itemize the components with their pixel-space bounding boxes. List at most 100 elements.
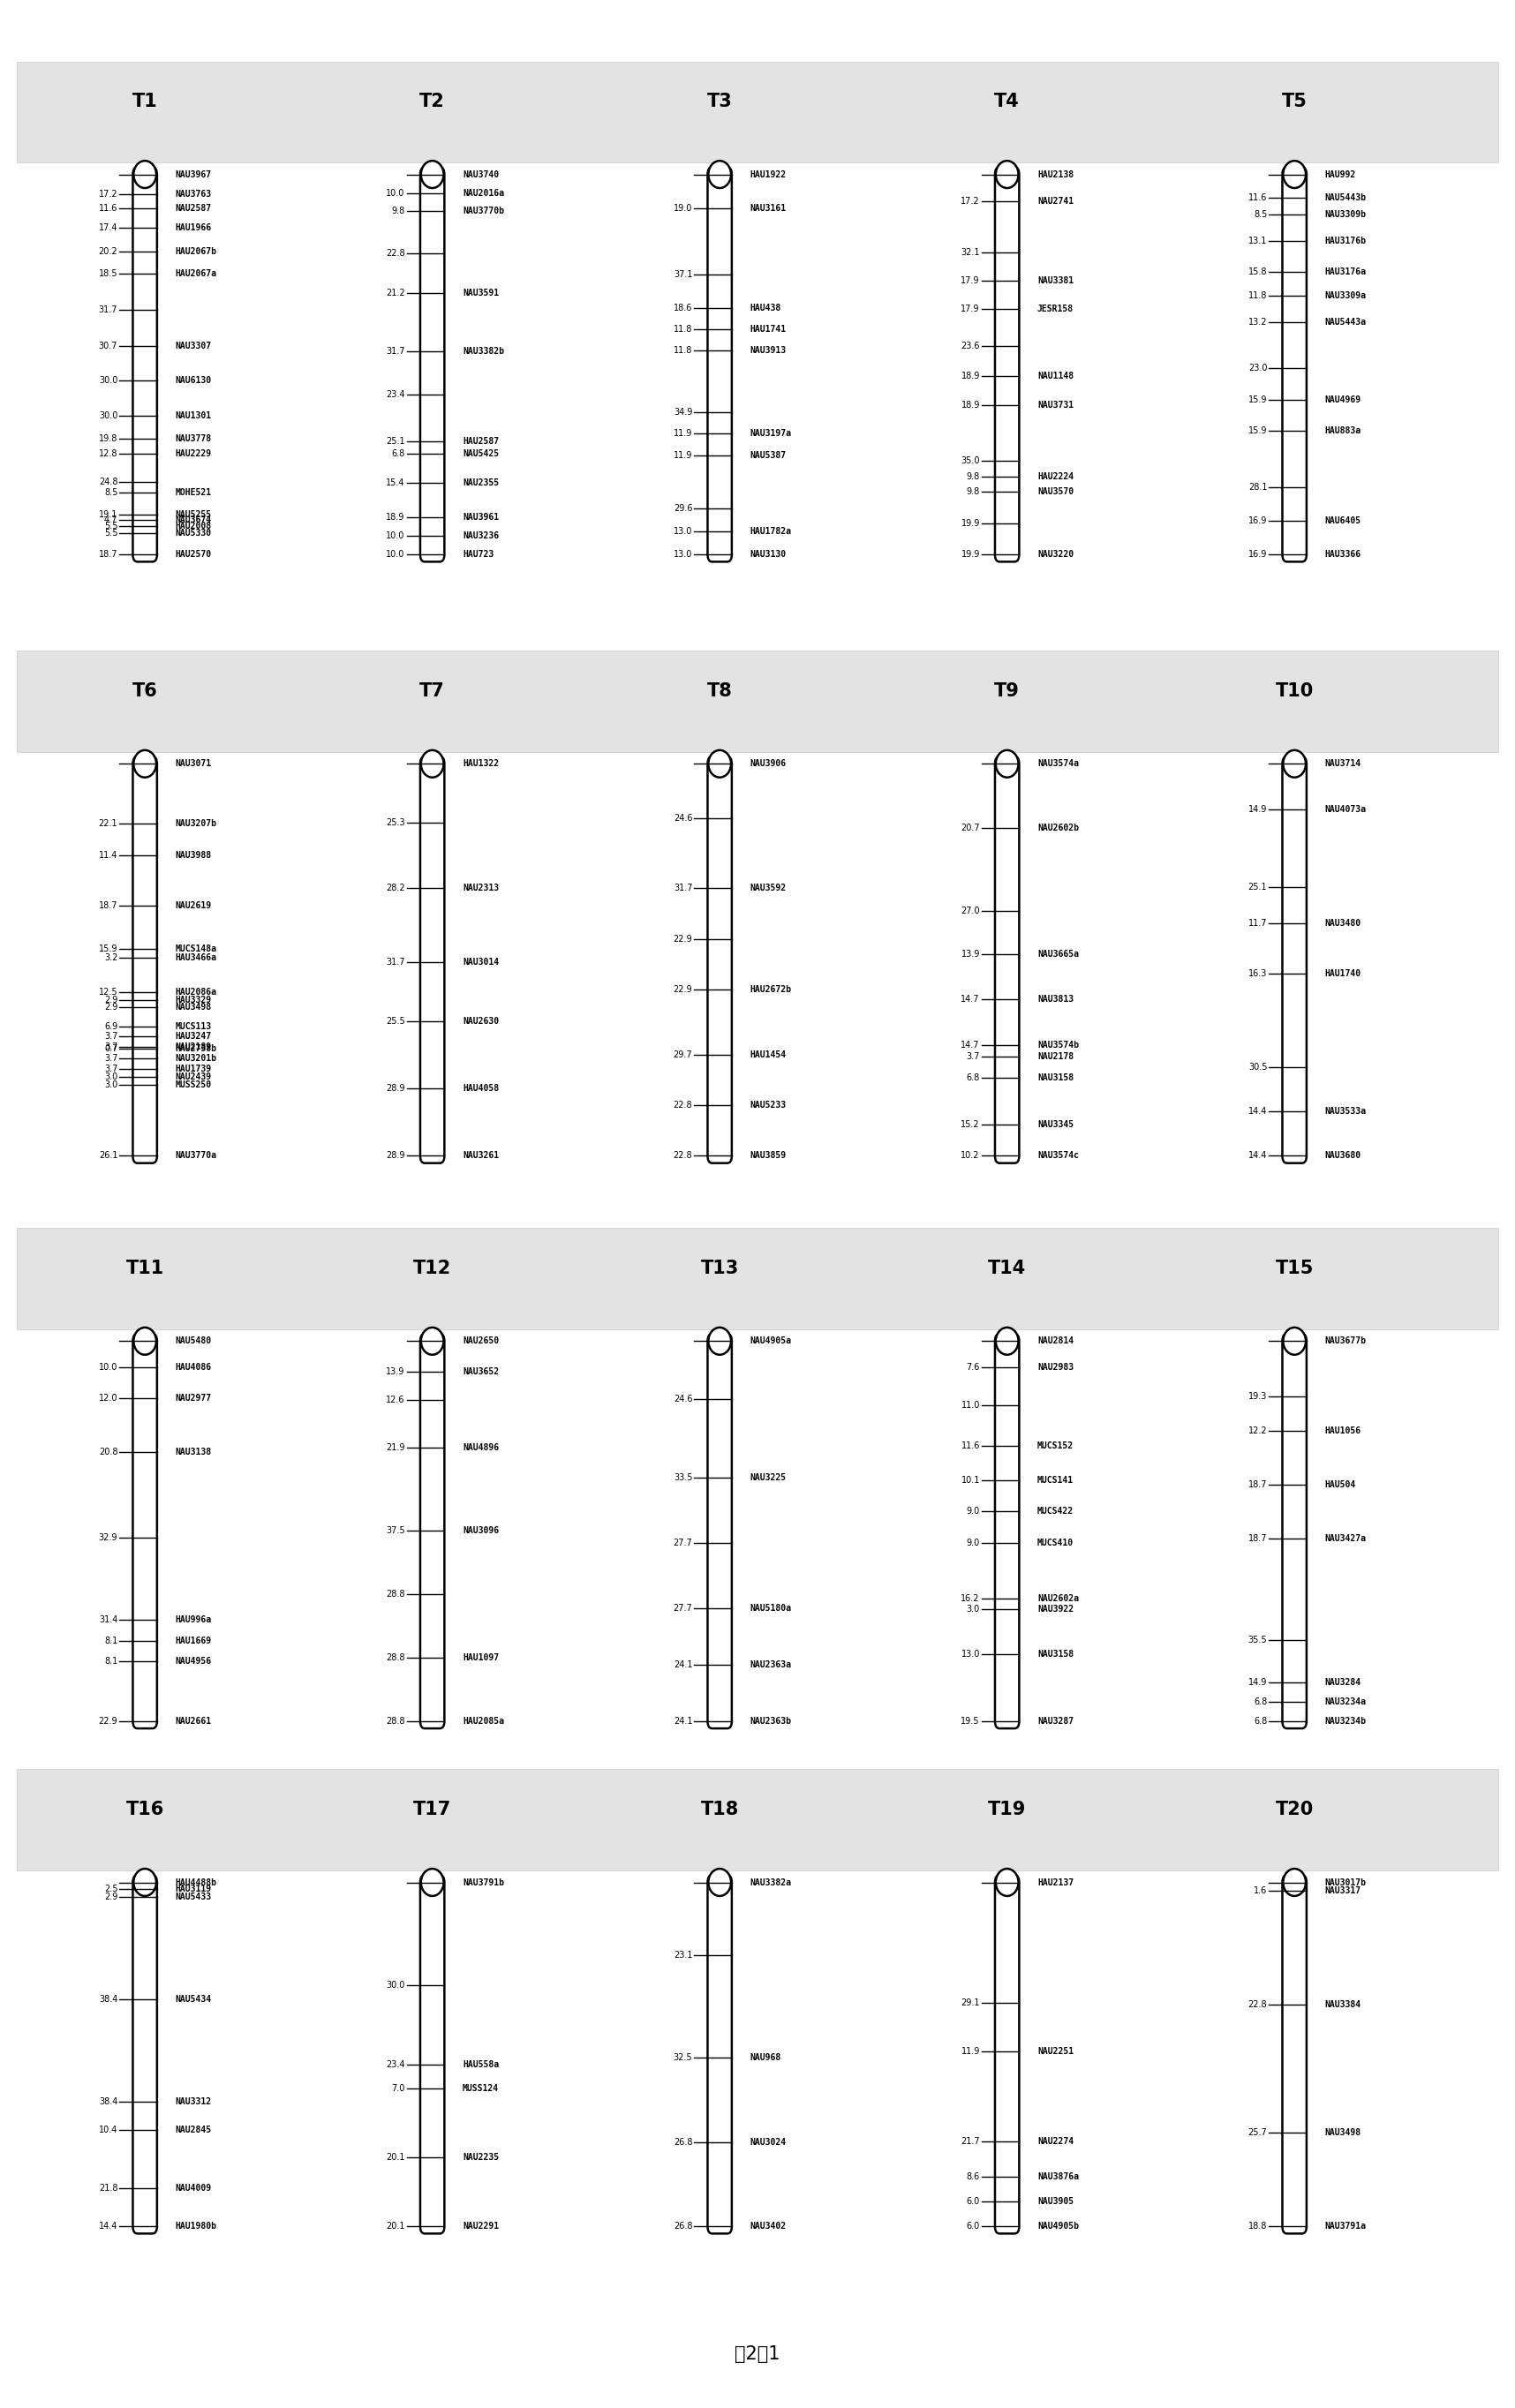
Text: NAU2845: NAU2845 [176,2126,212,2133]
Text: 17.9: 17.9 [961,277,980,284]
Text: 35.5: 35.5 [1248,1635,1267,1645]
Text: 22.9: 22.9 [673,985,692,995]
Text: 0.7: 0.7 [105,1045,118,1052]
Text: HAU2067b: HAU2067b [176,248,217,255]
Text: 11.9: 11.9 [674,429,692,438]
Text: 32.9: 32.9 [98,1534,118,1544]
Text: 13.0: 13.0 [674,527,692,535]
Text: 20.8: 20.8 [98,1447,118,1457]
Text: 11.6: 11.6 [1248,193,1267,202]
FancyBboxPatch shape [133,1876,158,2235]
Text: 3.0: 3.0 [967,1604,980,1613]
Text: 7.6: 7.6 [967,1363,980,1373]
Text: 18.7: 18.7 [1248,1534,1267,1544]
Text: NAU5443b: NAU5443b [1324,193,1367,202]
Text: NAU3906: NAU3906 [750,759,786,768]
Text: NAU5425: NAU5425 [462,450,498,458]
Ellipse shape [1283,1327,1306,1356]
Text: NAU3498: NAU3498 [1324,2129,1360,2136]
Text: MUCS148a: MUCS148a [176,944,217,954]
Text: 3.2: 3.2 [105,954,118,963]
Text: 12.0: 12.0 [98,1394,118,1404]
Text: HAU2138: HAU2138 [1038,171,1074,178]
Text: 11.8: 11.8 [674,325,692,332]
Text: NAU3381: NAU3381 [1038,277,1074,284]
Ellipse shape [421,751,444,778]
FancyBboxPatch shape [420,756,444,1163]
Text: 13.0: 13.0 [674,549,692,559]
Text: 5.5: 5.5 [105,523,118,530]
Text: NAU3096: NAU3096 [462,1527,498,1534]
Text: NAU1301: NAU1301 [176,412,212,419]
Text: 35.0: 35.0 [961,458,980,465]
Ellipse shape [709,1869,732,1895]
Text: 14.9: 14.9 [1248,1678,1267,1686]
Text: NAU2235: NAU2235 [462,2153,498,2162]
Text: 23.1: 23.1 [674,1950,692,1960]
Text: NAU3533a: NAU3533a [1324,1108,1367,1115]
FancyBboxPatch shape [420,166,444,561]
Text: 21.7: 21.7 [961,2136,980,2146]
Text: 23.6: 23.6 [961,342,980,349]
Text: 24.1: 24.1 [674,1717,692,1727]
Text: NAU3913: NAU3913 [750,347,786,354]
Text: NAU3680: NAU3680 [1324,1151,1360,1161]
Text: 6.8: 6.8 [391,450,405,458]
Text: NAU3309b: NAU3309b [1324,209,1367,219]
Text: 15.8: 15.8 [1248,267,1267,277]
Text: NAU3236: NAU3236 [462,532,498,539]
Text: NAU5387: NAU5387 [750,450,786,460]
Text: 24.1: 24.1 [674,1659,692,1669]
FancyBboxPatch shape [420,1334,444,1729]
Text: MUCS113: MUCS113 [176,1021,212,1031]
Text: 32.1: 32.1 [961,248,980,258]
Text: NAU4905a: NAU4905a [750,1336,791,1346]
Text: NAU3778: NAU3778 [176,433,212,443]
Text: T3: T3 [708,94,732,111]
FancyBboxPatch shape [17,60,1498,161]
Text: NAU3740: NAU3740 [462,171,498,178]
Text: T14: T14 [988,1259,1026,1276]
FancyBboxPatch shape [1282,166,1306,561]
Text: NAU3307: NAU3307 [176,342,212,349]
Text: 30.5: 30.5 [1248,1062,1267,1072]
Text: 30.0: 30.0 [386,1979,405,1989]
Text: 3.7: 3.7 [967,1052,980,1062]
Text: 28.8: 28.8 [386,1654,405,1662]
Text: HAU438: HAU438 [750,303,782,313]
Text: 18.7: 18.7 [98,549,118,559]
Text: T20: T20 [1276,1801,1314,1818]
Text: 9.8: 9.8 [967,472,980,482]
Text: NAU2602a: NAU2602a [1038,1594,1079,1604]
Text: 3.7: 3.7 [105,1064,118,1074]
Text: NAU6405: NAU6405 [1324,515,1360,525]
Text: 3.0: 3.0 [105,1072,118,1081]
Text: HAU4086: HAU4086 [176,1363,212,1373]
Text: 9.8: 9.8 [391,207,405,217]
FancyBboxPatch shape [708,166,732,561]
Text: 27.7: 27.7 [673,1604,692,1613]
Text: T7: T7 [420,681,445,701]
Text: 2.5: 2.5 [105,1885,118,1893]
Text: 11.6: 11.6 [98,205,118,212]
Text: 31.7: 31.7 [98,306,118,315]
Text: 27.0: 27.0 [961,908,980,915]
Text: NAU2619: NAU2619 [176,901,212,910]
Text: 19.8: 19.8 [98,433,118,443]
Text: 20.2: 20.2 [98,248,118,255]
Text: 24.6: 24.6 [674,1394,692,1404]
Text: 15.2: 15.2 [961,1120,980,1129]
Text: T19: T19 [988,1801,1026,1818]
Text: HAU3329: HAU3329 [176,995,212,1004]
Text: 20.7: 20.7 [961,824,980,833]
Text: NAU3591: NAU3591 [462,289,498,296]
Text: 28.2: 28.2 [386,884,405,893]
Text: NAU3220: NAU3220 [1038,549,1074,559]
Text: NAU2178: NAU2178 [1038,1052,1074,1062]
Text: 13.0: 13.0 [961,1649,980,1659]
Text: HAU3247: HAU3247 [176,1033,212,1040]
Text: 16.2: 16.2 [961,1594,980,1604]
Text: 8.5: 8.5 [105,489,118,496]
Text: 15.9: 15.9 [98,944,118,954]
Text: NAU2814: NAU2814 [1038,1336,1074,1346]
